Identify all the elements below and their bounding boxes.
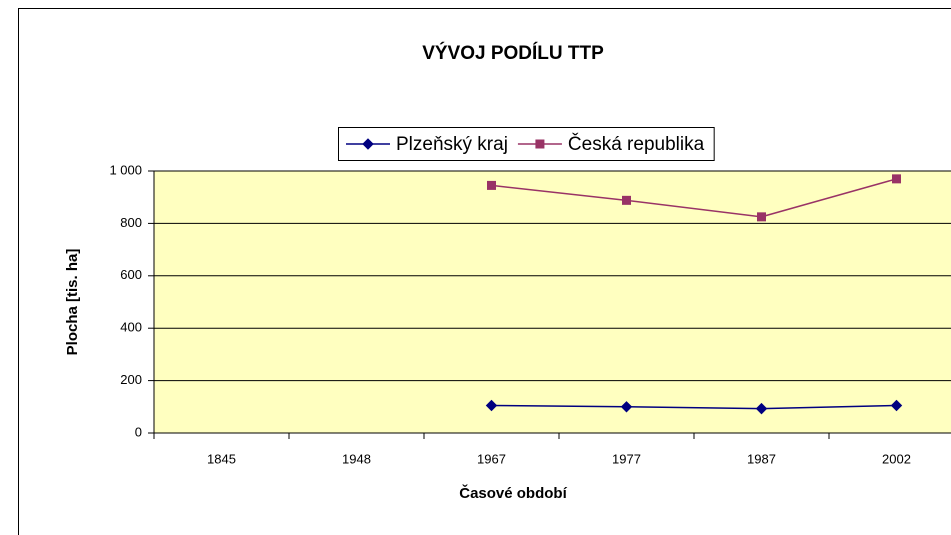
- y-tick-label: 400: [120, 320, 142, 335]
- x-tick-label: 1948: [342, 451, 371, 466]
- legend-label: Plzeňský kraj: [396, 134, 508, 155]
- legend-marker: [362, 138, 374, 150]
- x-tick-label: 1977: [612, 451, 641, 466]
- data-point: [755, 402, 768, 415]
- x-tick-label: 1845: [207, 451, 236, 466]
- y-axis-title: Plocha [tis. ha]: [64, 249, 81, 356]
- x-tick-label: 2002: [882, 451, 911, 466]
- x-tick-label: 1967: [477, 451, 506, 466]
- legend-label: Česká republika: [568, 133, 705, 155]
- y-tick-label: 1 000: [109, 162, 142, 177]
- data-point: [622, 195, 631, 205]
- y-tick-label: 600: [120, 267, 142, 282]
- y-tick-label: 200: [120, 372, 142, 387]
- data-point: [890, 399, 903, 412]
- data-point: [485, 399, 498, 412]
- x-tick-label: 1987: [747, 451, 776, 466]
- series-line: [491, 178, 897, 218]
- data-point: [487, 180, 496, 190]
- chart-title: VÝVOJ PODÍLU TTP: [422, 42, 604, 64]
- data-point: [892, 174, 901, 184]
- x-axis-title: Časové období: [459, 484, 567, 502]
- plot-area: [153, 170, 951, 434]
- legend: Plzeňský kraj Česká republika: [338, 127, 715, 161]
- y-tick-label: 0: [135, 424, 142, 439]
- series-line: [491, 404, 897, 410]
- data-point: [757, 212, 766, 222]
- legend-marker: [535, 139, 545, 149]
- y-tick-label: 800: [120, 215, 142, 230]
- data-point: [620, 401, 633, 413]
